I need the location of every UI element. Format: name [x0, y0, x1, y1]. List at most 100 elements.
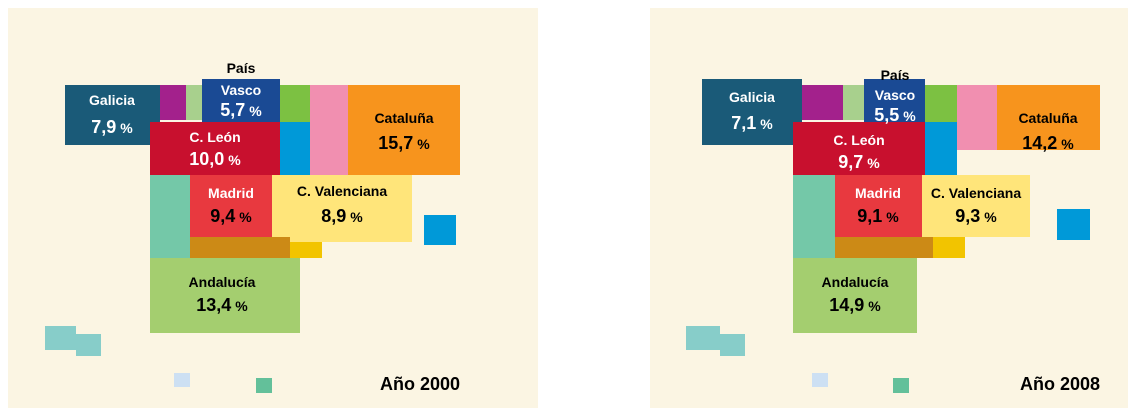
region-share: 8,9%	[321, 206, 363, 226]
share-unit: %	[903, 108, 916, 124]
share-value: 5,7	[220, 100, 245, 120]
region-block	[256, 378, 272, 393]
region-name: Galicia	[729, 89, 775, 105]
region-block	[202, 79, 280, 122]
region-block	[45, 326, 76, 350]
panel-year: Año 2000	[380, 374, 460, 394]
share-unit: %	[1061, 136, 1074, 152]
share-value: 13,4	[196, 295, 231, 315]
share-value: 14,9	[829, 295, 864, 315]
region-name: C. Valenciana	[931, 185, 1021, 201]
region-name: Madrid	[855, 185, 901, 201]
region-share: 7,9%	[91, 117, 133, 137]
share-unit: %	[867, 155, 880, 171]
region-block	[424, 215, 456, 245]
region-name: País	[881, 67, 910, 83]
share-unit: %	[868, 298, 881, 314]
region-block	[65, 85, 160, 145]
region-name: País	[227, 60, 256, 76]
region-block	[843, 85, 864, 120]
share-unit: %	[984, 209, 997, 225]
region-block	[186, 85, 202, 120]
share-unit: %	[120, 120, 133, 136]
share-value: 9,1	[857, 206, 882, 226]
share-unit: %	[239, 209, 252, 225]
region-share: 9,3%	[955, 206, 997, 226]
region-block	[280, 122, 310, 175]
region-share: 14,2%	[1022, 133, 1074, 153]
share-unit: %	[760, 116, 773, 132]
region-block	[272, 175, 412, 242]
share-unit: %	[417, 136, 430, 152]
region-block	[702, 79, 802, 145]
share-value: 7,9	[91, 117, 116, 137]
region-block	[290, 242, 322, 258]
region-name: Andalucía	[822, 274, 889, 290]
region-block	[1057, 209, 1090, 240]
region-block	[190, 237, 290, 258]
region-block	[933, 237, 965, 258]
region-name: Galicia	[89, 92, 135, 108]
region-block	[160, 85, 186, 120]
region-block	[925, 85, 957, 122]
share-unit: %	[886, 209, 899, 225]
region-block	[720, 334, 745, 356]
region-block	[76, 334, 101, 356]
share-value: 9,7	[838, 152, 863, 172]
region-share: 5,7%	[220, 100, 262, 120]
region-block	[150, 122, 280, 175]
share-value: 10,0	[189, 149, 224, 169]
region-name: C. León	[189, 129, 240, 145]
share-value: 14,2	[1022, 133, 1057, 153]
region-block	[190, 175, 272, 237]
region-name: C. Valenciana	[297, 183, 387, 199]
region-block	[922, 175, 1030, 237]
region-share: 9,4%	[210, 206, 252, 226]
region-block	[280, 85, 310, 122]
region-name: Vasco	[875, 87, 915, 103]
region-block	[835, 237, 933, 258]
region-block	[686, 326, 720, 350]
region-block	[793, 175, 835, 258]
region-name: Madrid	[208, 185, 254, 201]
region-share: 9,7%	[838, 152, 880, 172]
panel-year: Año 2008	[1020, 374, 1100, 394]
region-block	[864, 79, 925, 122]
region-block	[174, 373, 190, 387]
share-value: 9,4	[210, 206, 235, 226]
region-block	[150, 258, 300, 333]
share-value: 8,9	[321, 206, 346, 226]
region-share: 13,4%	[196, 295, 248, 315]
share-value: 15,7	[378, 133, 413, 153]
share-unit: %	[350, 209, 363, 225]
region-share: 9,1%	[857, 206, 899, 226]
region-block	[793, 258, 917, 333]
region-name: Vasco	[221, 82, 261, 98]
share-unit: %	[228, 152, 241, 168]
region-block	[793, 122, 925, 175]
share-unit: %	[235, 298, 248, 314]
region-block	[310, 85, 348, 175]
region-name: Cataluña	[374, 110, 433, 126]
region-block	[957, 85, 997, 150]
region-block	[802, 85, 843, 120]
region-share: 10,0%	[189, 149, 241, 169]
region-block	[835, 175, 922, 237]
region-name: Cataluña	[1018, 110, 1077, 126]
region-share: 7,1%	[731, 113, 773, 133]
region-block	[997, 85, 1100, 150]
share-unit: %	[249, 103, 262, 119]
share-value: 9,3	[955, 206, 980, 226]
region-block	[925, 122, 957, 175]
region-block	[893, 378, 909, 393]
region-share: 15,7%	[378, 133, 430, 153]
region-block	[150, 175, 190, 258]
share-value: 7,1	[731, 113, 756, 133]
region-block	[348, 85, 460, 175]
region-name: Andalucía	[189, 274, 256, 290]
region-share: 5,5%	[874, 105, 916, 125]
region-share: 14,9%	[829, 295, 881, 315]
region-name: C. León	[833, 132, 884, 148]
share-value: 5,5	[874, 105, 899, 125]
